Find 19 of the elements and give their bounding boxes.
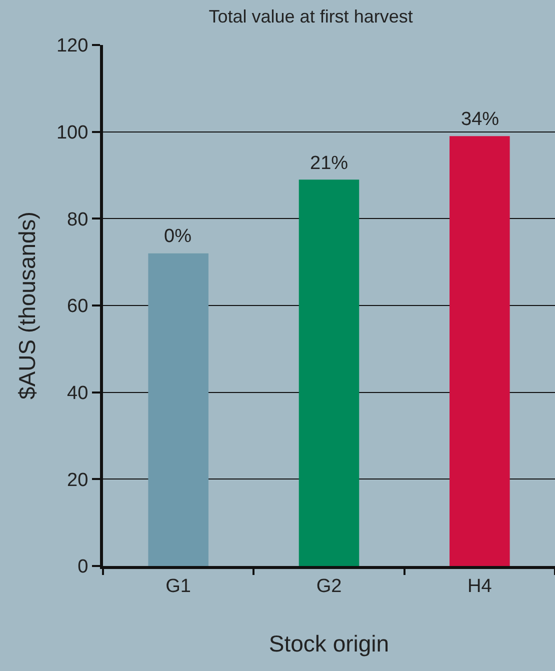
y-tick-label: 60 (67, 296, 88, 318)
x-tick-label: H4 (468, 576, 492, 597)
x-tick-label: G1 (166, 576, 192, 597)
y-tick-label: 20 (67, 470, 88, 491)
y-tick-label: 0 (78, 556, 88, 578)
x-tick-label: G2 (316, 576, 342, 597)
x-axis-title: Stock origin (268, 630, 390, 656)
y-tick-label: 120 (56, 36, 88, 57)
y-tick-label: 80 (67, 209, 88, 230)
annotation: 0% (164, 226, 192, 247)
y-tick-label: 100 (56, 122, 88, 144)
bar (450, 136, 510, 566)
chart-title: Total value at first harvest (208, 6, 413, 27)
y-tick-label: 40 (67, 382, 88, 404)
bar (298, 180, 360, 566)
bar (148, 253, 208, 566)
y-axis-title: $AUS (thousands) (14, 212, 40, 400)
annotation: 34% (461, 109, 500, 130)
annotation: 21% (310, 153, 348, 174)
